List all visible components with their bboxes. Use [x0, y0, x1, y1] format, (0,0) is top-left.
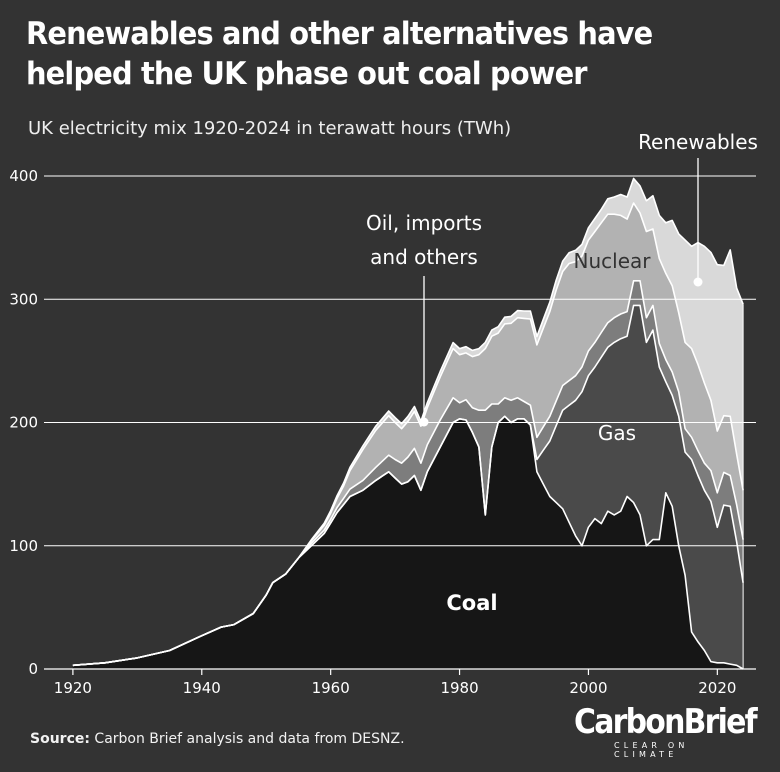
- x-tick-label-2000: 2000: [569, 679, 607, 697]
- axes: 1920 1940 1960 1980 2000 2020 0 100 200 300 400: [9, 167, 756, 697]
- y-tick-label-400: 400: [9, 167, 38, 185]
- chart-subtitle: UK electricity mix 1920-2024 in terawatt…: [28, 118, 512, 139]
- label-coal: Coal: [446, 591, 497, 615]
- area-labels: Coal Gas Nuclear Oil, imports and others Rene…: [366, 130, 758, 615]
- source-label: Source:: [30, 731, 90, 747]
- series-boundary-lines: [72, 177, 744, 670]
- label-oil-line1: Oil, imports: [366, 211, 482, 235]
- chart-title: Renewables and other alternatives have h…: [26, 16, 653, 92]
- label-oil-line2: and others: [370, 245, 478, 269]
- line-oil: [72, 280, 744, 667]
- area-nuclear: [72, 203, 744, 666]
- x-tick-label-1980: 1980: [440, 679, 478, 697]
- x-tick-label-1940: 1940: [183, 679, 221, 697]
- logo-tagline: CLEAR ON CLIMATE: [614, 741, 689, 759]
- y-tick-label-200: 200: [9, 414, 38, 432]
- line-gas: [72, 304, 744, 667]
- logo-wordmark: CarbonBrief: [574, 702, 758, 742]
- oil-leader-dot: [419, 417, 429, 427]
- x-tick-label-2020: 2020: [698, 679, 736, 697]
- label-nuclear: Nuclear: [574, 249, 652, 273]
- area-gas: [72, 305, 744, 669]
- grid-lines: [44, 175, 756, 547]
- area-coal: [72, 416, 744, 669]
- x-tick-label-1920: 1920: [54, 679, 92, 697]
- y-tick-label-0: 0: [28, 660, 38, 678]
- source-text: Carbon Brief analysis and data from DESN…: [94, 731, 405, 747]
- x-tick-label-1960: 1960: [312, 679, 350, 697]
- renewables-leader-dot: [693, 277, 703, 287]
- y-tick-label-100: 100: [9, 537, 38, 555]
- area-layers: [72, 178, 744, 669]
- line-renewables: [72, 177, 744, 667]
- line-nuclear: [72, 202, 744, 667]
- y-tick-label-300: 300: [9, 290, 38, 308]
- label-gas: Gas: [598, 421, 636, 445]
- area-oil: [72, 280, 744, 666]
- carbon-brief-logo: CarbonBrief CLEAR ON CLIMATE: [574, 702, 758, 763]
- label-renewables: Renewables: [638, 130, 758, 154]
- source-note: Source: Carbon Brief analysis and data f…: [30, 731, 405, 747]
